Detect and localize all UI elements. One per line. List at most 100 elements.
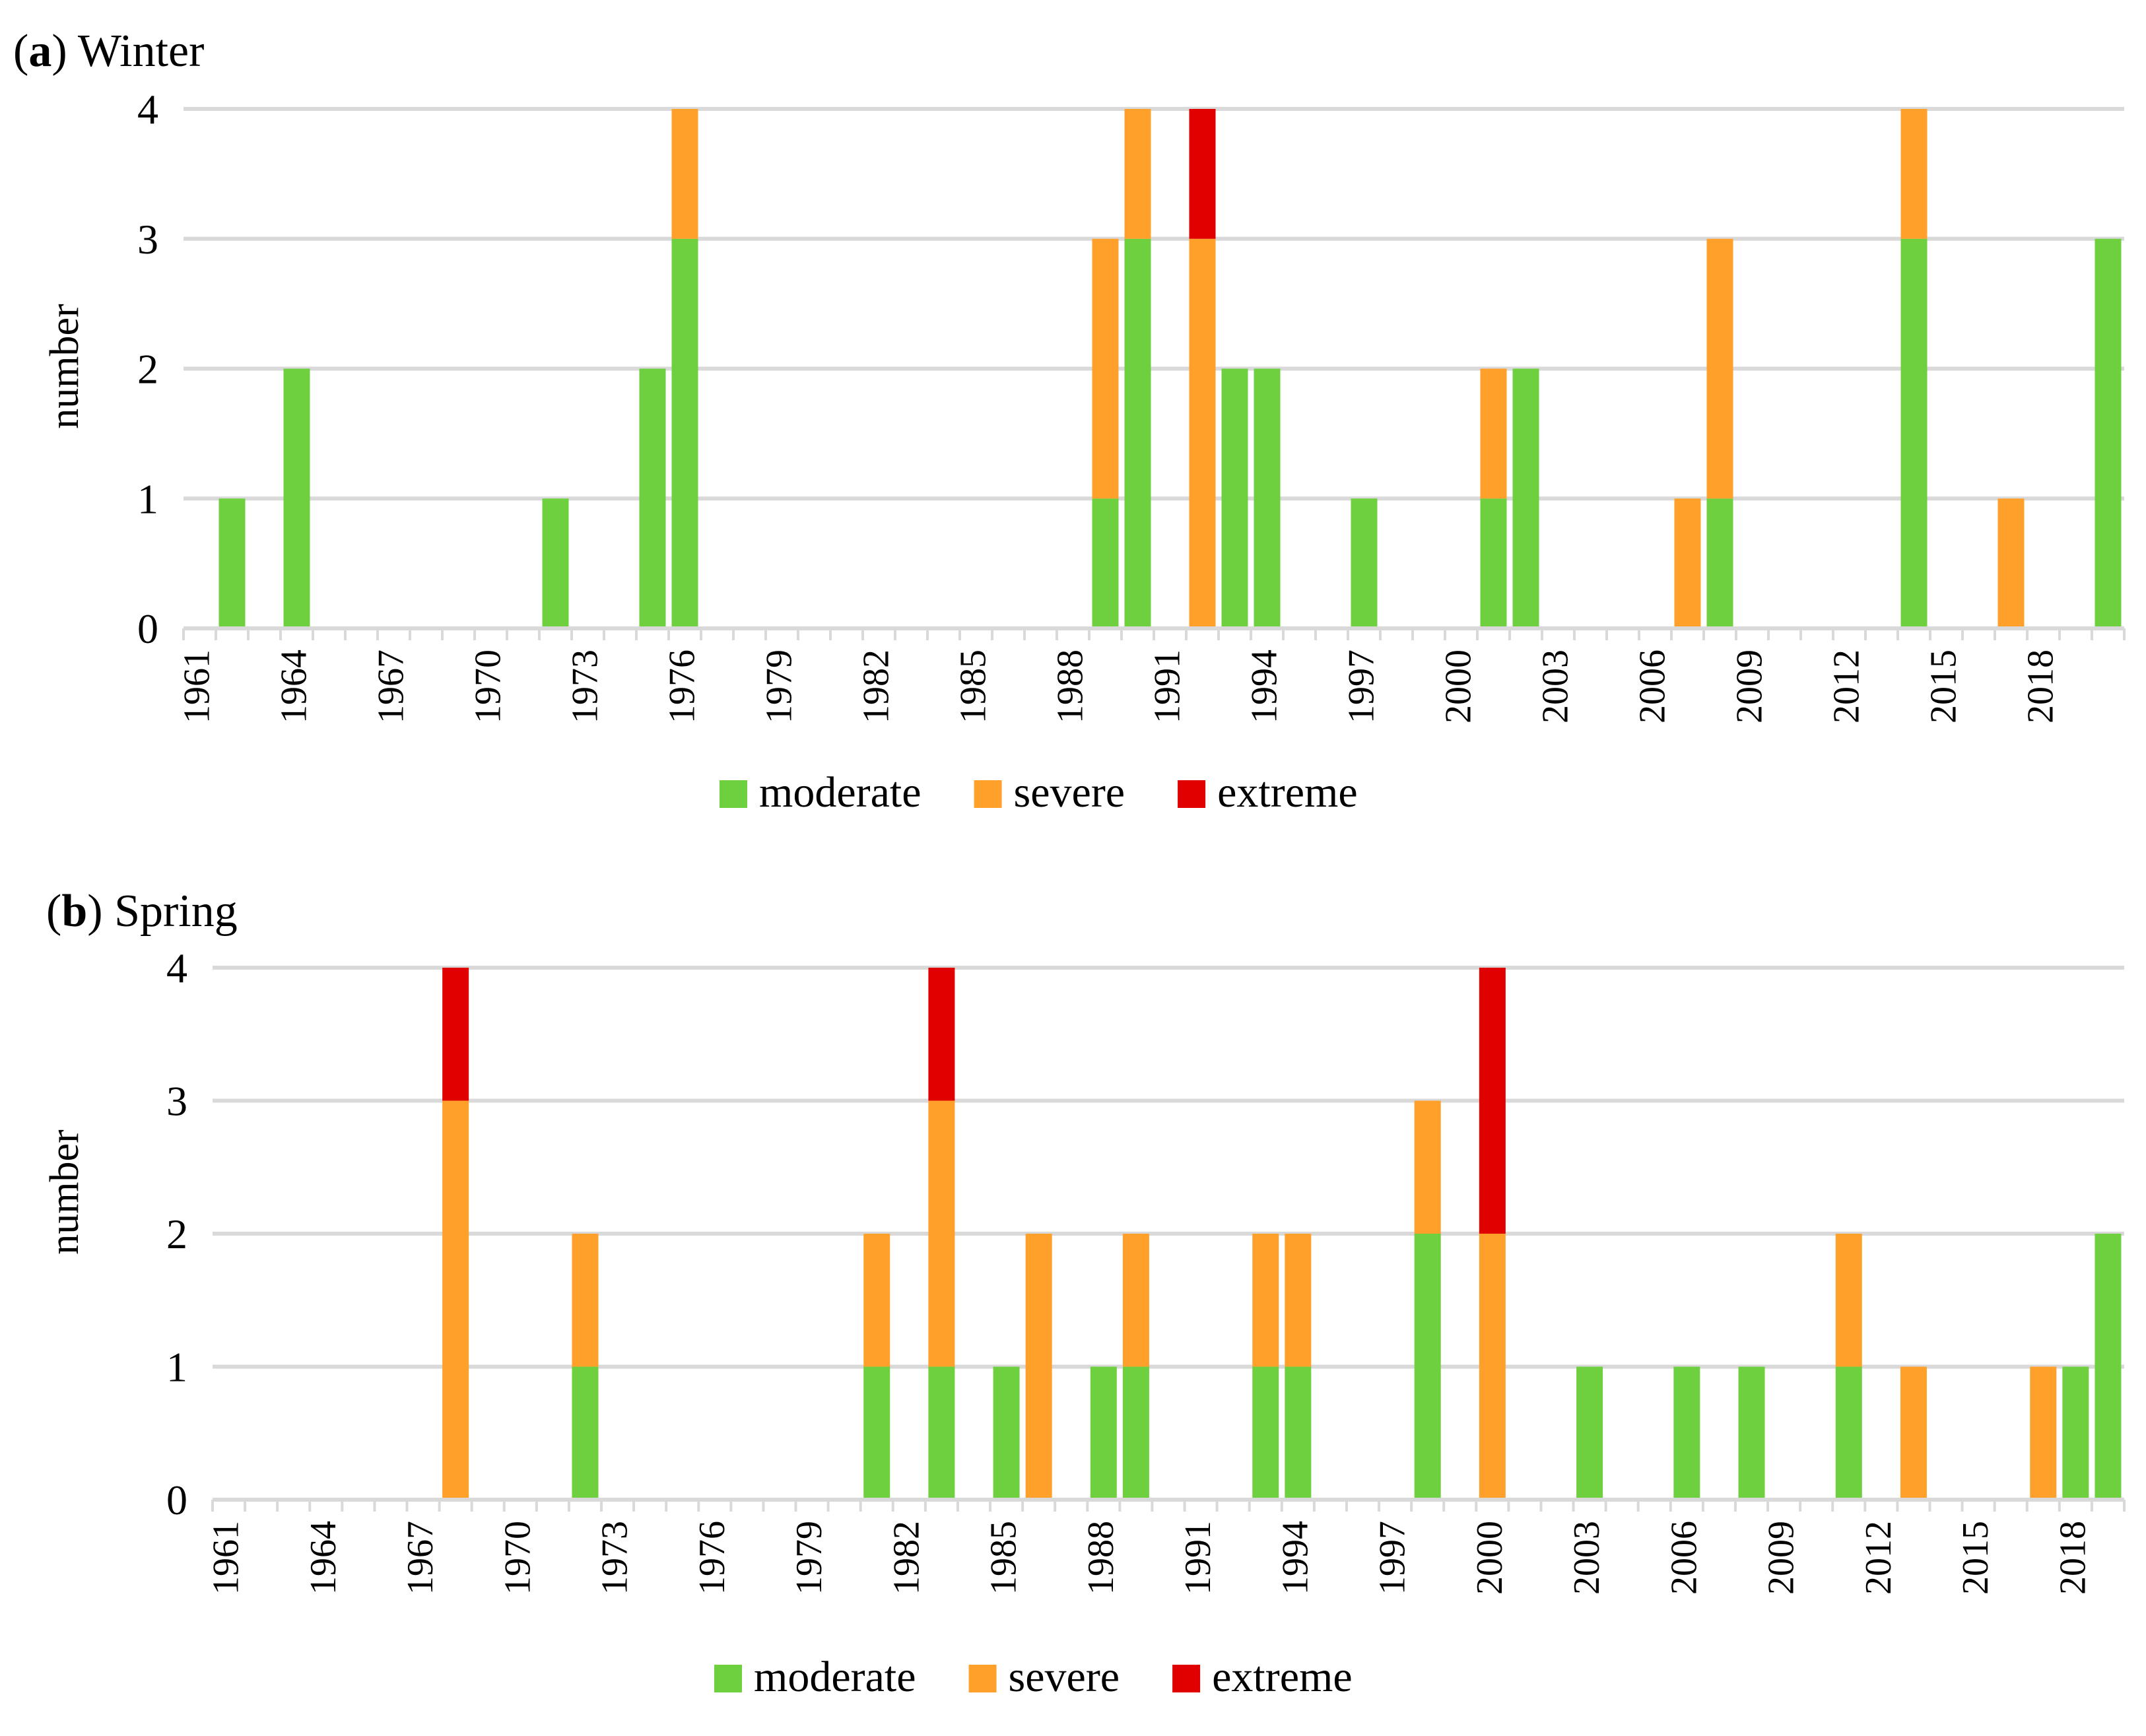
y-tick-label: 4 <box>137 86 158 133</box>
bar-moderate-2008 <box>1706 498 1733 628</box>
bar-severe-1989 <box>1092 238 1119 499</box>
y-axis-label: number <box>42 304 87 429</box>
bar-moderate-2019 <box>2095 1234 2122 1500</box>
legend-label-moderate: moderate <box>759 768 922 817</box>
x-tick-label-2000: 2000 <box>1469 1521 1510 1595</box>
x-tick-label-1970: 1970 <box>497 1521 538 1595</box>
bar-moderate-2011 <box>1835 1366 1862 1500</box>
bar-severe-1994 <box>1285 1234 1312 1367</box>
x-axis <box>182 626 2126 640</box>
y-tick-label: 4 <box>166 945 187 991</box>
x-tick-label-1979: 1979 <box>759 650 800 723</box>
x-tick-label-1973: 1973 <box>565 650 606 723</box>
bar-moderate-1962 <box>218 498 246 628</box>
legend-swatch-severe <box>974 780 1002 808</box>
x-tick-label-1979: 1979 <box>789 1521 830 1595</box>
x-tick-label-1964: 1964 <box>303 1521 344 1595</box>
legend-swatch-moderate <box>714 1665 742 1692</box>
x-tick-label-2006: 2006 <box>1663 1521 1704 1595</box>
gridlines <box>184 107 2124 501</box>
legend-label-severe: severe <box>1014 768 1125 817</box>
legend-swatch-extreme <box>1178 780 1206 808</box>
bar-extreme-1968 <box>442 968 469 1101</box>
x-tick-label-2009: 2009 <box>1729 650 1770 723</box>
bar-severe-1968 <box>442 1100 469 1500</box>
bar-moderate-1972 <box>572 1366 599 1500</box>
bar-severe-2017 <box>2030 1366 2057 1500</box>
bar-severe-1983 <box>928 1100 955 1367</box>
y-axis-label: number <box>42 1129 87 1255</box>
bar-moderate-1981 <box>863 1366 890 1500</box>
bar-moderate-1994 <box>1285 1366 1312 1500</box>
x-tick-label-1961: 1961 <box>177 650 218 723</box>
bar-severe-2011 <box>1835 1234 1862 1367</box>
legend-swatch-extreme <box>1172 1665 1201 1692</box>
x-tick-label-1967: 1967 <box>371 650 412 723</box>
bar-extreme-2000 <box>1479 968 1506 1234</box>
panel-title-winter: (a) Winter <box>13 26 204 77</box>
bar-severe-2014 <box>1900 109 1928 239</box>
bar-moderate-1972 <box>542 498 569 628</box>
bar-moderate-1990 <box>1124 238 1151 628</box>
bar-moderate-1989 <box>1122 1366 1149 1500</box>
x-axis <box>211 1498 2126 1512</box>
x-tick-label-1982: 1982 <box>886 1521 927 1595</box>
bar-moderate-2014 <box>1900 238 1928 628</box>
x-tick-label-2018: 2018 <box>2021 650 2062 723</box>
x-tick-label-2003: 2003 <box>1566 1521 1607 1595</box>
bar-extreme-1992 <box>1189 109 1216 239</box>
legend-label-severe: severe <box>1009 1653 1120 1701</box>
bar-severe-1972 <box>572 1234 599 1367</box>
bar-moderate-1998 <box>1414 1234 1441 1500</box>
bar-moderate-2003 <box>1576 1366 1603 1500</box>
y-tick-label: 3 <box>166 1078 187 1125</box>
y-axis: 0 1 2 3 4 <box>166 945 187 1523</box>
x-tick-label-2000: 2000 <box>1438 650 1479 723</box>
x-tick-label-1964: 1964 <box>274 650 315 723</box>
x-tick-label-1994: 1994 <box>1275 1521 1316 1595</box>
legend: moderate severe extreme <box>720 768 1358 817</box>
bar-severe-1998 <box>1414 1100 1441 1234</box>
bar-severe-1989 <box>1122 1234 1149 1367</box>
x-tick-label-1988: 1988 <box>1081 1521 1122 1595</box>
bars <box>218 109 2122 628</box>
panel-title-spring: (b) Spring <box>46 886 238 937</box>
bars <box>442 968 2122 1500</box>
x-tick-label-2015: 2015 <box>1955 1521 1996 1595</box>
bar-moderate-2001 <box>1480 498 1507 628</box>
bar-moderate-1993 <box>1221 368 1248 628</box>
bar-severe-2001 <box>1480 368 1507 499</box>
x-tick-label-2012: 2012 <box>1858 1521 1899 1595</box>
x-tick-label-2009: 2009 <box>1761 1521 1802 1595</box>
bar-moderate-2006 <box>1673 1366 1700 1500</box>
legend-label-extreme: extreme <box>1217 768 1358 817</box>
x-tick-label-1985: 1985 <box>953 650 994 723</box>
bar-severe-1993 <box>1252 1234 1279 1367</box>
x-tick-labels: 1961 1964 1967 1970 1973 1976 1979 1982 1985 1988… <box>177 650 2062 723</box>
bar-severe-1976 <box>671 109 698 239</box>
x-tick-label-2012: 2012 <box>1827 650 1867 723</box>
bar-moderate-1997 <box>1351 498 1378 628</box>
legend-label-extreme: extreme <box>1212 1653 1353 1701</box>
bar-moderate-1964 <box>283 368 310 628</box>
bar-severe-2007 <box>1674 498 1701 628</box>
bar-severe-1986 <box>1025 1234 1052 1500</box>
y-tick-label: 2 <box>137 346 158 393</box>
y-tick-label: 3 <box>137 216 158 263</box>
x-tick-label-2015: 2015 <box>1924 650 1964 723</box>
x-tick-label-2003: 2003 <box>1535 650 1576 723</box>
legend: moderate severe extreme <box>714 1653 1353 1701</box>
x-tick-label-1973: 1973 <box>595 1521 636 1595</box>
x-tick-label-2018: 2018 <box>2052 1521 2093 1595</box>
y-axis: 0 1 2 3 4 <box>137 86 158 652</box>
x-tick-label-1970: 1970 <box>468 650 509 723</box>
legend-swatch-moderate <box>720 780 747 808</box>
x-tick-label-1988: 1988 <box>1050 650 1091 723</box>
bar-severe-1992 <box>1189 238 1216 628</box>
legend-swatch-severe <box>968 1665 997 1692</box>
bar-moderate-1985 <box>993 1366 1020 1500</box>
bar-moderate-1976 <box>671 238 698 628</box>
bar-severe-1981 <box>863 1234 890 1367</box>
x-tick-label-2006: 2006 <box>1632 650 1673 723</box>
